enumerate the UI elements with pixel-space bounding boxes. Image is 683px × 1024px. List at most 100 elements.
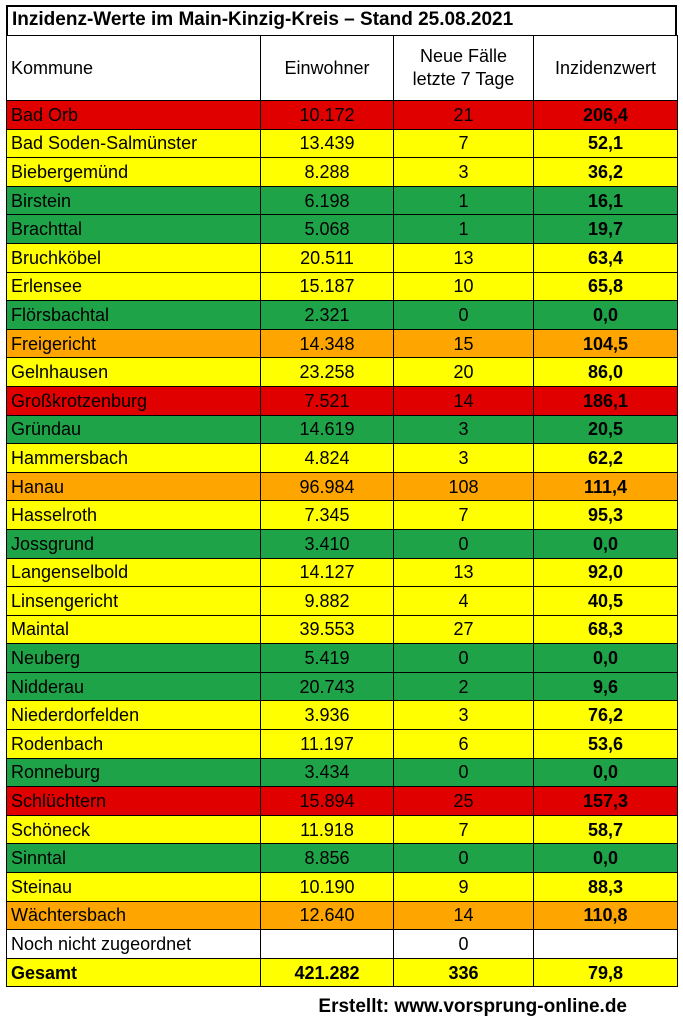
inzidenzwert-cell: 68,3 <box>533 614 678 645</box>
neue-faelle-cell: 21 <box>393 100 534 130</box>
kommune-cell: Bruchköbel <box>6 242 261 273</box>
inzidenzwert-cell: 206,4 <box>533 100 678 130</box>
inzidenzwert-cell: 104,5 <box>533 328 678 359</box>
table-row: Bruchköbel 20.511 13 63,4 <box>6 242 678 273</box>
table-row: Biebergemünd 8.288 3 36,2 <box>6 157 678 187</box>
kommune-cell: Freigericht <box>6 328 261 359</box>
neue-faelle-cell: 0 <box>393 757 534 788</box>
table-body: Bad Orb 10.172 21 206,4 Bad Soden-Salmünster… <box>6 100 678 988</box>
kommune-cell: Erlensee <box>6 271 261 302</box>
einwohner-cell: 5.068 <box>260 214 394 244</box>
neue-faelle-cell: 108 <box>393 471 534 502</box>
total-einwohner: 421.282 <box>260 957 394 988</box>
kommune-cell: Birstein <box>6 185 261 216</box>
einwohner-cell: 9.882 <box>260 586 394 616</box>
einwohner-cell: 14.619 <box>260 414 394 445</box>
einwohner-cell: 96.984 <box>260 471 394 502</box>
footer-credit: Erstellt: www.vorsprung-online.de <box>318 996 627 1017</box>
page-title: Inzidenz-Werte im Main-Kinzig-Kreis – St… <box>6 5 677 35</box>
einwohner-cell: 2.321 <box>260 300 394 330</box>
table-row: Niederdorfelden 3.936 3 76,2 <box>6 700 678 731</box>
kommune-cell: Schöneck <box>6 814 261 845</box>
kommune-cell: Gelnhausen <box>6 357 261 387</box>
inzidenzwert-cell: 76,2 <box>533 700 678 731</box>
neue-faelle-cell: 3 <box>393 414 534 445</box>
einwohner-cell: 15.187 <box>260 271 394 302</box>
neue-faelle-cell: 15 <box>393 328 534 359</box>
inzidenzwert-cell: 0,0 <box>533 528 678 559</box>
incidence-document: Inzidenz-Werte im Main-Kinzig-Kreis – St… <box>6 5 678 1017</box>
table-row: Großkrotzenburg 7.521 14 186,1 <box>6 385 678 416</box>
total-neue-faelle: 336 <box>393 957 534 988</box>
kommune-cell: Niederdorfelden <box>6 700 261 731</box>
einwohner-cell: 6.198 <box>260 185 394 216</box>
kommune-cell: Brachttal <box>6 214 261 244</box>
neue-faelle-cell: 0 <box>393 929 534 959</box>
kommune-cell: Flörsbachtal <box>6 300 261 330</box>
neue-faelle-cell: 13 <box>393 242 534 273</box>
kommune-cell: Hammersbach <box>6 443 261 473</box>
einwohner-cell: 14.127 <box>260 557 394 588</box>
table-row: Wächtersbach 12.640 14 110,8 <box>6 900 678 931</box>
kommune-cell: Maintal <box>6 614 261 645</box>
table-row: Freigericht 14.348 15 104,5 <box>6 328 678 359</box>
inzidenzwert-cell: 40,5 <box>533 586 678 616</box>
kommune-cell: Langenselbold <box>6 557 261 588</box>
inzidenzwert-cell: 19,7 <box>533 214 678 244</box>
table-row: Brachttal 5.068 1 19,7 <box>6 214 678 244</box>
kommune-cell: Hanau <box>6 471 261 502</box>
column-header-inzidenzwert: Inzidenzwert <box>533 35 678 101</box>
neue-faelle-cell: 4 <box>393 586 534 616</box>
table-row: Flörsbachtal 2.321 0 0,0 <box>6 300 678 330</box>
neue-faelle-cell: 25 <box>393 786 534 816</box>
inzidenzwert-cell: 157,3 <box>533 786 678 816</box>
kommune-cell: Linsengericht <box>6 586 261 616</box>
einwohner-cell: 4.824 <box>260 443 394 473</box>
neue-faelle-cell: 2 <box>393 671 534 702</box>
kommune-cell: Biebergemünd <box>6 157 261 187</box>
table-row: Gelnhausen 23.258 20 86,0 <box>6 357 678 387</box>
neue-faelle-cell: 9 <box>393 872 534 902</box>
neue-faelle-cell: 0 <box>393 528 534 559</box>
einwohner-cell: 8.288 <box>260 157 394 187</box>
total-inzidenzwert: 79,8 <box>533 957 678 988</box>
neue-faelle-cell: 0 <box>393 843 534 874</box>
inzidenzwert-cell: 36,2 <box>533 157 678 187</box>
table-row: Steinau 10.190 9 88,3 <box>6 872 678 902</box>
inzidenzwert-cell: 110,8 <box>533 900 678 931</box>
einwohner-cell: 39.553 <box>260 614 394 645</box>
einwohner-cell: 8.856 <box>260 843 394 874</box>
inzidenzwert-cell: 62,2 <box>533 443 678 473</box>
inzidenzwert-cell: 16,1 <box>533 185 678 216</box>
kommune-cell: Ronneburg <box>6 757 261 788</box>
neue-faelle-cell: 0 <box>393 300 534 330</box>
column-header-einwohner: Einwohner <box>260 35 394 101</box>
table-row: Bad Soden-Salmünster 13.439 7 52,1 <box>6 128 678 159</box>
inzidenzwert-cell: 111,4 <box>533 471 678 502</box>
einwohner-cell: 3.936 <box>260 700 394 731</box>
inzidenzwert-cell: 95,3 <box>533 500 678 530</box>
table-row: Rodenbach 11.197 6 53,6 <box>6 729 678 759</box>
table-row: Sinntal 8.856 0 0,0 <box>6 843 678 874</box>
einwohner-cell: 7.345 <box>260 500 394 530</box>
einwohner-cell: 11.918 <box>260 814 394 845</box>
einwohner-cell <box>260 929 394 959</box>
inzidenzwert-cell <box>533 929 678 959</box>
table-row: Noch nicht zugeordnet 0 <box>6 929 678 959</box>
neue-faelle-cell: 6 <box>393 729 534 759</box>
kommune-cell: Hasselroth <box>6 500 261 530</box>
einwohner-cell: 12.640 <box>260 900 394 931</box>
column-header-neue-faelle: Neue Fälle letzte 7 Tage <box>393 35 534 101</box>
table-row: Bad Orb 10.172 21 206,4 <box>6 100 678 130</box>
neue-faelle-cell: 1 <box>393 185 534 216</box>
neue-faelle-cell: 20 <box>393 357 534 387</box>
einwohner-cell: 20.743 <box>260 671 394 702</box>
table-row: Neuberg 5.419 0 0,0 <box>6 643 678 673</box>
table-row: Linsengericht 9.882 4 40,5 <box>6 586 678 616</box>
table-row: Hammersbach 4.824 3 62,2 <box>6 443 678 473</box>
total-label: Gesamt <box>6 957 261 988</box>
neue-faelle-cell: 0 <box>393 643 534 673</box>
table-row: Jossgrund 3.410 0 0,0 <box>6 528 678 559</box>
inzidenzwert-cell: 0,0 <box>533 300 678 330</box>
inzidenzwert-cell: 58,7 <box>533 814 678 845</box>
